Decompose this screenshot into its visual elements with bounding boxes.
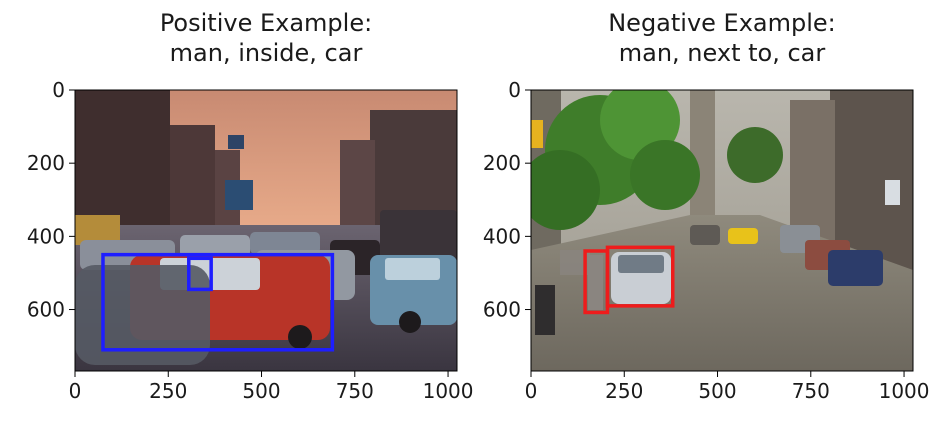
left-axes-frame — [74, 89, 458, 372]
left-xtick-label: 500 — [242, 379, 280, 403]
right-xtick-label: 1000 — [879, 379, 930, 403]
right-panel-title: Negative Example: man, next to, car — [608, 9, 836, 67]
right-ytick-label: 200 — [483, 151, 521, 175]
left-bounding-box-1 — [101, 252, 335, 352]
right-xtick-label: 500 — [698, 379, 736, 403]
right-axes-frame — [530, 89, 914, 372]
right-ytick-label: 400 — [483, 224, 521, 248]
right-xtick-label: 250 — [605, 379, 643, 403]
left-bounding-box-2 — [187, 256, 213, 292]
left-photo — [75, 90, 457, 371]
left-xtick-label: 1000 — [423, 379, 474, 403]
right-ytick-label: 600 — [483, 298, 521, 322]
right-xtick-label: 0 — [525, 379, 538, 403]
left-xtick-label: 750 — [336, 379, 374, 403]
right-ytick-label: 0 — [508, 78, 521, 102]
right-xtick-label: 750 — [792, 379, 830, 403]
right-photo — [531, 90, 913, 371]
left-panel-title: Positive Example: man, inside, car — [159, 9, 373, 67]
right-bounding-box-2 — [605, 245, 675, 308]
left-ytick-label: 400 — [27, 224, 65, 248]
left-axes: 0 250 500 750 1000 0 200 400 600 — [27, 78, 474, 403]
left-ytick-label: 600 — [27, 298, 65, 322]
left-xtick-label: 0 — [69, 379, 82, 403]
left-ytick-label: 0 — [52, 78, 65, 102]
left-ytick-label: 200 — [27, 151, 65, 175]
right-axes: 0 250 500 750 1000 0 200 400 600 — [483, 78, 930, 403]
left-xtick-label: 250 — [149, 379, 187, 403]
